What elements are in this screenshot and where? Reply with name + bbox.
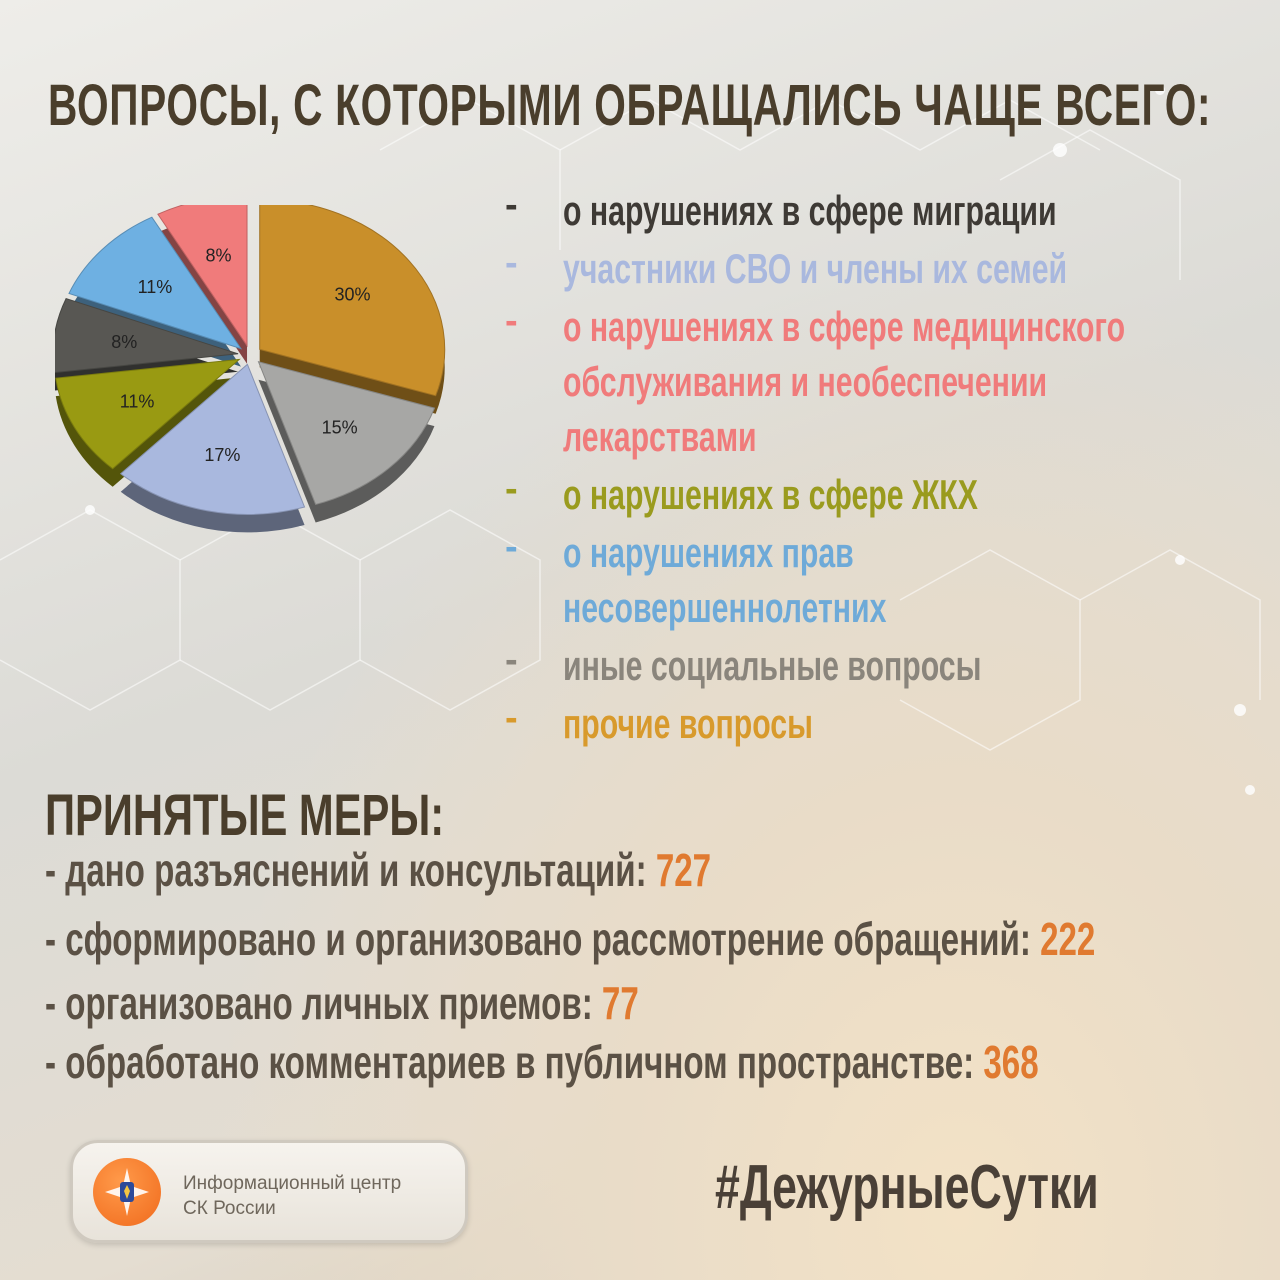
legend-label: несовершеннолетних (563, 584, 887, 631)
measure-value: 222 (1040, 913, 1096, 965)
measure-item: - организовано личных приемов: 77 (45, 976, 639, 1030)
pie-slice-1 (259, 205, 446, 397)
legend-label: иные социальные вопросы (563, 642, 982, 689)
measure-value: 368 (983, 1036, 1039, 1088)
measure-item: - сформировано и организовано рассмотрен… (45, 912, 1095, 966)
legend-dash: - (505, 468, 518, 510)
pie-data-label: 11% (120, 392, 155, 412)
legend-dash: - (505, 242, 518, 284)
measure-text: - организовано личных приемов: (45, 977, 602, 1029)
legend-label: участники СВО и члены их семей (563, 245, 1068, 292)
legend-dash: - (505, 526, 518, 568)
legend-label: о нарушениях в сфере ЖКХ (563, 471, 978, 518)
pie-slice-7 (157, 205, 248, 348)
legend-label: лекарствами (563, 413, 757, 460)
measure-text: - обработано комментариев в публичном пр… (45, 1036, 984, 1088)
measure-item: - обработано комментариев в публичном пр… (45, 1035, 1039, 1089)
legend-label: обслуживания и необеспечении (563, 358, 1048, 405)
measure-item: - дано разъяснений и консультаций: 727 (45, 843, 711, 897)
measure-text: - сформировано и организовано рассмотрен… (45, 913, 1041, 965)
pie-slice-5 (55, 297, 239, 374)
legend-dash: - (505, 300, 518, 342)
legend-label: прочие вопросы (563, 700, 813, 747)
legend-label: о нарушениях прав (563, 529, 854, 576)
pie-data-label: 30% (334, 285, 370, 305)
pie-data-label: 8% (111, 332, 137, 352)
emblem-icon (93, 1158, 161, 1226)
logo-text-line1: Информационный центр (183, 1173, 402, 1194)
measure-value: 727 (655, 844, 712, 896)
pie-data-label: 15% (322, 418, 358, 438)
legend-label: о нарушениях в сфере медицинского (563, 303, 1126, 350)
measures-title: ПРИНЯТЫЕ МЕРЫ: (45, 783, 445, 848)
pie-slice-3 (119, 363, 306, 515)
pie-data-label: 8% (205, 246, 231, 266)
pie-slice-6 (68, 216, 243, 350)
measure-value: 77 (601, 977, 639, 1029)
legend-label: о нарушениях в сфере миграции (563, 187, 1057, 234)
pie-slice-4 (55, 358, 241, 470)
legend-dash: - (505, 639, 518, 681)
pie-data-label: 11% (138, 277, 173, 297)
legend-dash: - (505, 184, 518, 226)
page-title: ВОПРОСЫ, С КОТОРЫМИ ОБРАЩАЛИСЬ ЧАЩЕ ВСЕГ… (48, 73, 1212, 138)
measure-text: - дано разъяснений и консультаций: (45, 844, 656, 896)
legend-dash: - (505, 697, 518, 739)
pie-data-label: 17% (204, 445, 240, 465)
hashtag: #ДежурныеСутки (715, 1153, 1099, 1222)
pie-slice-2 (257, 361, 436, 506)
logo-text-line2: СК России (183, 1198, 276, 1219)
logo-badge: Информационный центр СК России (70, 1140, 468, 1243)
pie-chart: 30% 15% 17% 11% 8% 11% 8% (55, 205, 446, 533)
